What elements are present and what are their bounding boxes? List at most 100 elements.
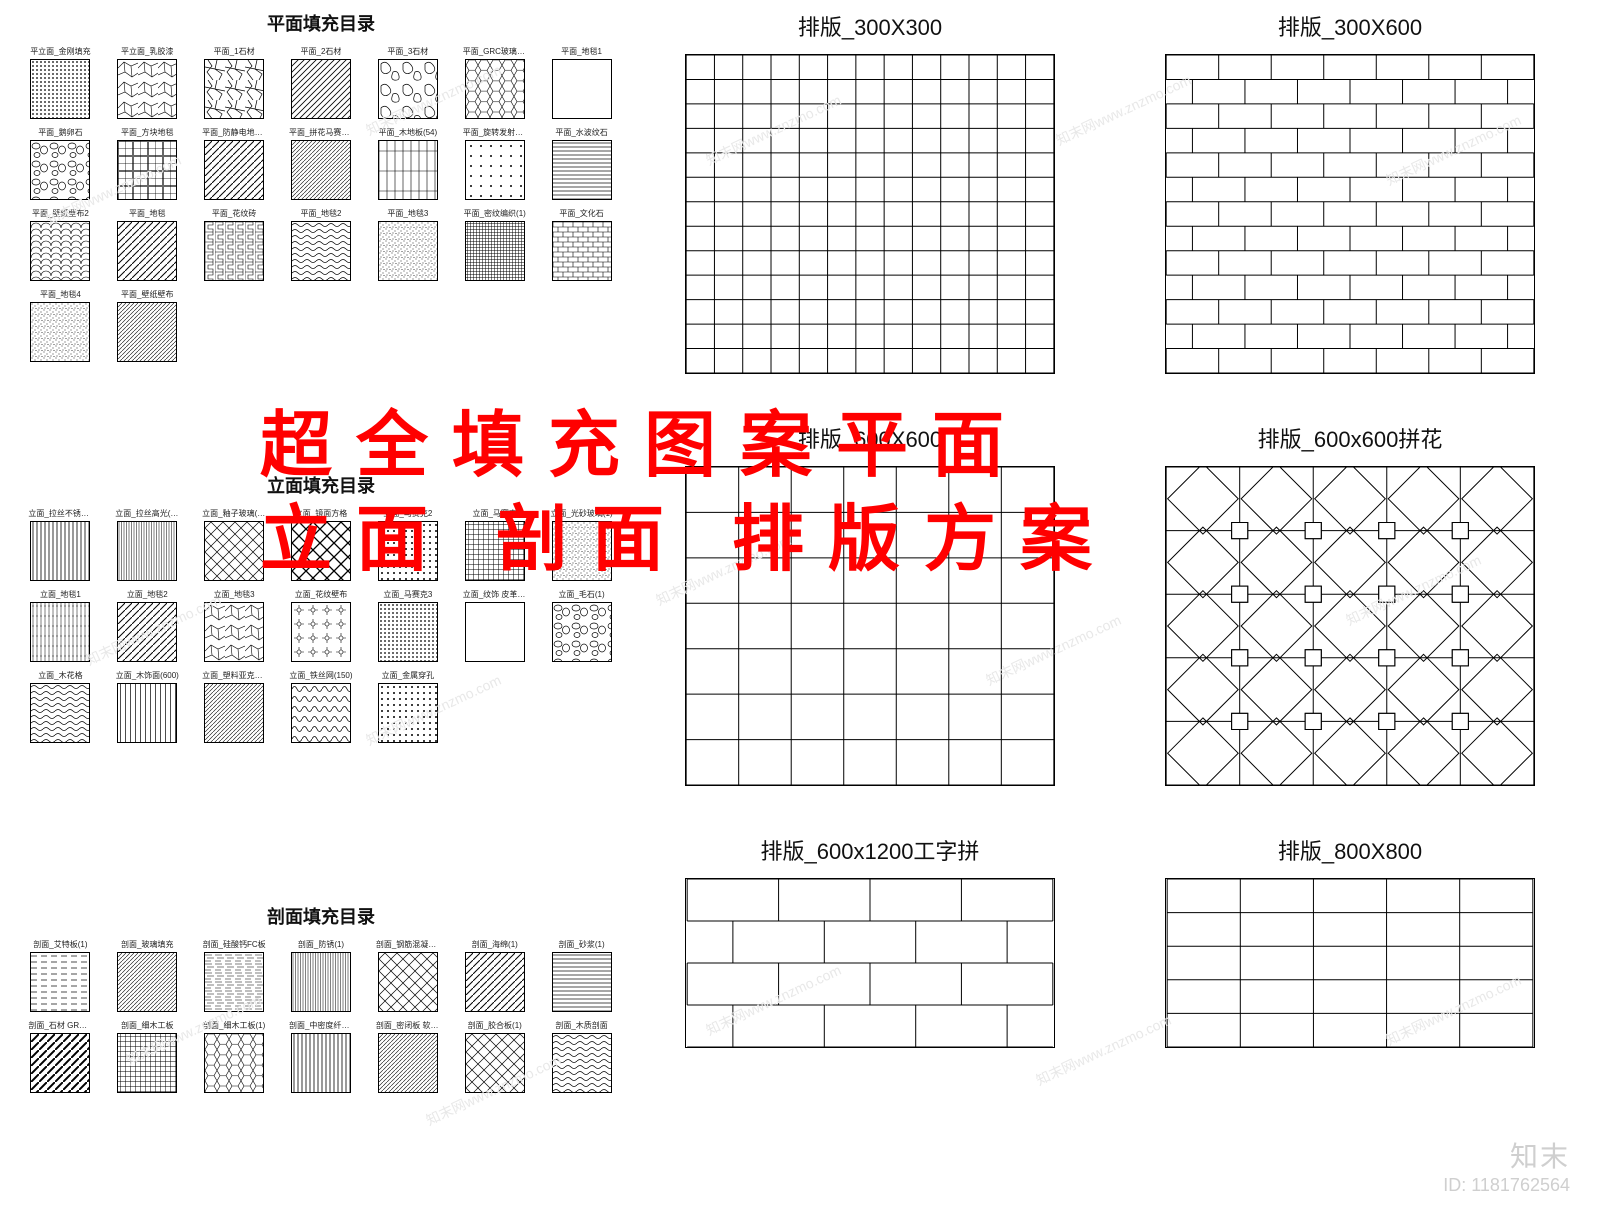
- swatch: 剖面_硅酸钙FC板: [196, 939, 273, 1012]
- swatch: 剖面_石材 GRC(1): [22, 1020, 99, 1093]
- swatch-box: [204, 602, 264, 662]
- swatch-label: 平面_地毯: [129, 208, 165, 219]
- layout-title: 排版_300X300: [798, 10, 942, 42]
- swatch-box: [378, 952, 438, 1012]
- swatch: 立面_地毯3: [196, 589, 273, 662]
- swatch-label: 立面_纹饰 皮革 石膏天花: [463, 589, 527, 600]
- swatch: 立面_马赛克: [456, 508, 533, 581]
- swatch-box: [552, 1033, 612, 1093]
- swatch-box: [465, 221, 525, 281]
- layout-panel: 排版_600X600: [650, 422, 1090, 794]
- swatch-label: 平面_地毯4: [40, 289, 81, 300]
- swatch-box: [30, 140, 90, 200]
- swatch-label: 立面_金属穿孔: [382, 670, 434, 681]
- swatch-box: [30, 952, 90, 1012]
- swatch-label: 平面_方块地毯: [121, 127, 173, 138]
- swatch-box: [291, 521, 351, 581]
- swatch-box: [117, 302, 177, 362]
- swatch: 立面_花纹壁布: [283, 589, 360, 662]
- swatch: 立面_塑料亚克力(1): [196, 670, 273, 743]
- swatch: 平面_旋转发射器(2): [456, 127, 533, 200]
- swatch-box: [204, 1033, 264, 1093]
- swatch-box: [291, 221, 351, 281]
- swatch-label: 剖面_木质剖面: [555, 1020, 607, 1031]
- layout-title: 排版_300X600: [1278, 10, 1422, 42]
- swatch: 平面_地毯2: [283, 208, 360, 281]
- swatch-label: 平面_壁纸壁布: [121, 289, 173, 300]
- swatch-label: 平面_花纹砖: [212, 208, 256, 219]
- swatch: 剖面_木质剖面: [543, 1020, 620, 1093]
- swatch-box: [291, 952, 351, 1012]
- swatch: 剖面_细木工板: [109, 1020, 186, 1093]
- swatch-box: [117, 952, 177, 1012]
- swatch-box: [30, 521, 90, 581]
- swatch-box: [117, 221, 177, 281]
- swatch-grid: 平立面_金刚填充 平立面_乳胶漆 平面_1石材 平面_2石材 平面_3石材 平面_GRC玻…: [22, 46, 620, 362]
- layout-box: [685, 466, 1055, 786]
- swatch: 平面_文化石: [543, 208, 620, 281]
- swatch-box: [465, 59, 525, 119]
- swatch-box: [204, 952, 264, 1012]
- swatch: 平面_地毯1: [543, 46, 620, 119]
- swatch-label: 立面_地毯3: [214, 589, 255, 600]
- swatch-label: 剖面_防锈(1): [298, 939, 344, 950]
- swatch: 立面_木花格: [22, 670, 99, 743]
- layout-box: [1165, 878, 1535, 1048]
- swatch-label: 平面_壁纸壁布2: [32, 208, 89, 219]
- swatch: 剖面_砂浆(1): [543, 939, 620, 1012]
- swatch-box: [117, 59, 177, 119]
- swatch-box: [291, 59, 351, 119]
- swatch-box: [204, 140, 264, 200]
- swatch-label: 平面_2石材: [301, 46, 342, 57]
- layout-panel: 排版_600x1200工字拼: [650, 834, 1090, 1206]
- swatch: 平面_水波纹石: [543, 127, 620, 200]
- swatch: 剖面_钢筋混凝土(1): [369, 939, 446, 1012]
- swatch-label: 平面_3石材: [387, 46, 428, 57]
- catalog-title: 平面填充目录: [22, 10, 620, 36]
- swatch-label: 立面_镜面方格: [295, 508, 347, 519]
- swatch-box: [465, 602, 525, 662]
- swatch: 立面_地毯1: [22, 589, 99, 662]
- swatch: 平面_GRC玻璃幕墙100: [456, 46, 533, 119]
- swatch: 平面_1石材: [196, 46, 273, 119]
- swatch-box: [291, 140, 351, 200]
- swatch-label: 立面_拉丝高光(200): [115, 508, 179, 519]
- swatch-box: [465, 521, 525, 581]
- layout-title: 排版_600x1200工字拼: [761, 834, 980, 866]
- swatch: 剖面_中密度纤维板(1): [283, 1020, 360, 1093]
- swatch: 平立面_乳胶漆: [109, 46, 186, 119]
- catalog-section: 立面填充目录立面_拉丝不锈钢(1)立面_拉丝高光(200)立面_釉子玻璃(10)…: [22, 472, 620, 743]
- swatch-box: [30, 302, 90, 362]
- swatch-label: 平面_旋转发射器(2): [463, 127, 527, 138]
- layout-title: 排版_600x600拼花: [1258, 422, 1443, 454]
- swatch-label: 立面_木花格: [38, 670, 82, 681]
- swatch: 立面_纹饰 皮革 石膏天花: [456, 589, 533, 662]
- swatch-label: 平面_地毯3: [387, 208, 428, 219]
- swatch-label: 平面_拼花马赛克(1): [289, 127, 353, 138]
- swatch: 平面_木地板(54): [369, 127, 446, 200]
- catalog-section: 平面填充目录平立面_金刚填充平立面_乳胶漆平面_1石材平面_2石材平面_3石材平…: [22, 10, 620, 362]
- swatch: 剖面_海绵(1): [456, 939, 533, 1012]
- swatch-label: 剖面_艾特板(1): [33, 939, 87, 950]
- swatch-box: [204, 59, 264, 119]
- layout-box: [1165, 54, 1535, 374]
- swatch-box: [117, 1033, 177, 1093]
- swatch-box: [552, 952, 612, 1012]
- swatch: 平面_地毯: [109, 208, 186, 281]
- swatch-box: [117, 683, 177, 743]
- swatch: 剖面_细木工板(1): [196, 1020, 273, 1093]
- swatch-label: 立面_塑料亚克力(1): [202, 670, 266, 681]
- swatch-label: 平立面_金刚填充: [30, 46, 90, 57]
- swatch-box: [378, 602, 438, 662]
- swatch-label: 平面_木地板(54): [379, 127, 438, 138]
- layout-panel: 排版_300X300: [650, 10, 1090, 382]
- swatch-label: 平面_防静电地板500: [202, 127, 266, 138]
- catalog-title: 立面填充目录: [22, 472, 620, 498]
- swatch-label: 剖面_玻璃填充: [121, 939, 173, 950]
- swatch: 平面_地毯4: [22, 289, 99, 362]
- swatch: 平面_3石材: [369, 46, 446, 119]
- catalog-title: 剖面填充目录: [22, 903, 620, 929]
- swatch-box: [378, 221, 438, 281]
- swatch-box: [291, 683, 351, 743]
- swatch-label: 平立面_乳胶漆: [121, 46, 173, 57]
